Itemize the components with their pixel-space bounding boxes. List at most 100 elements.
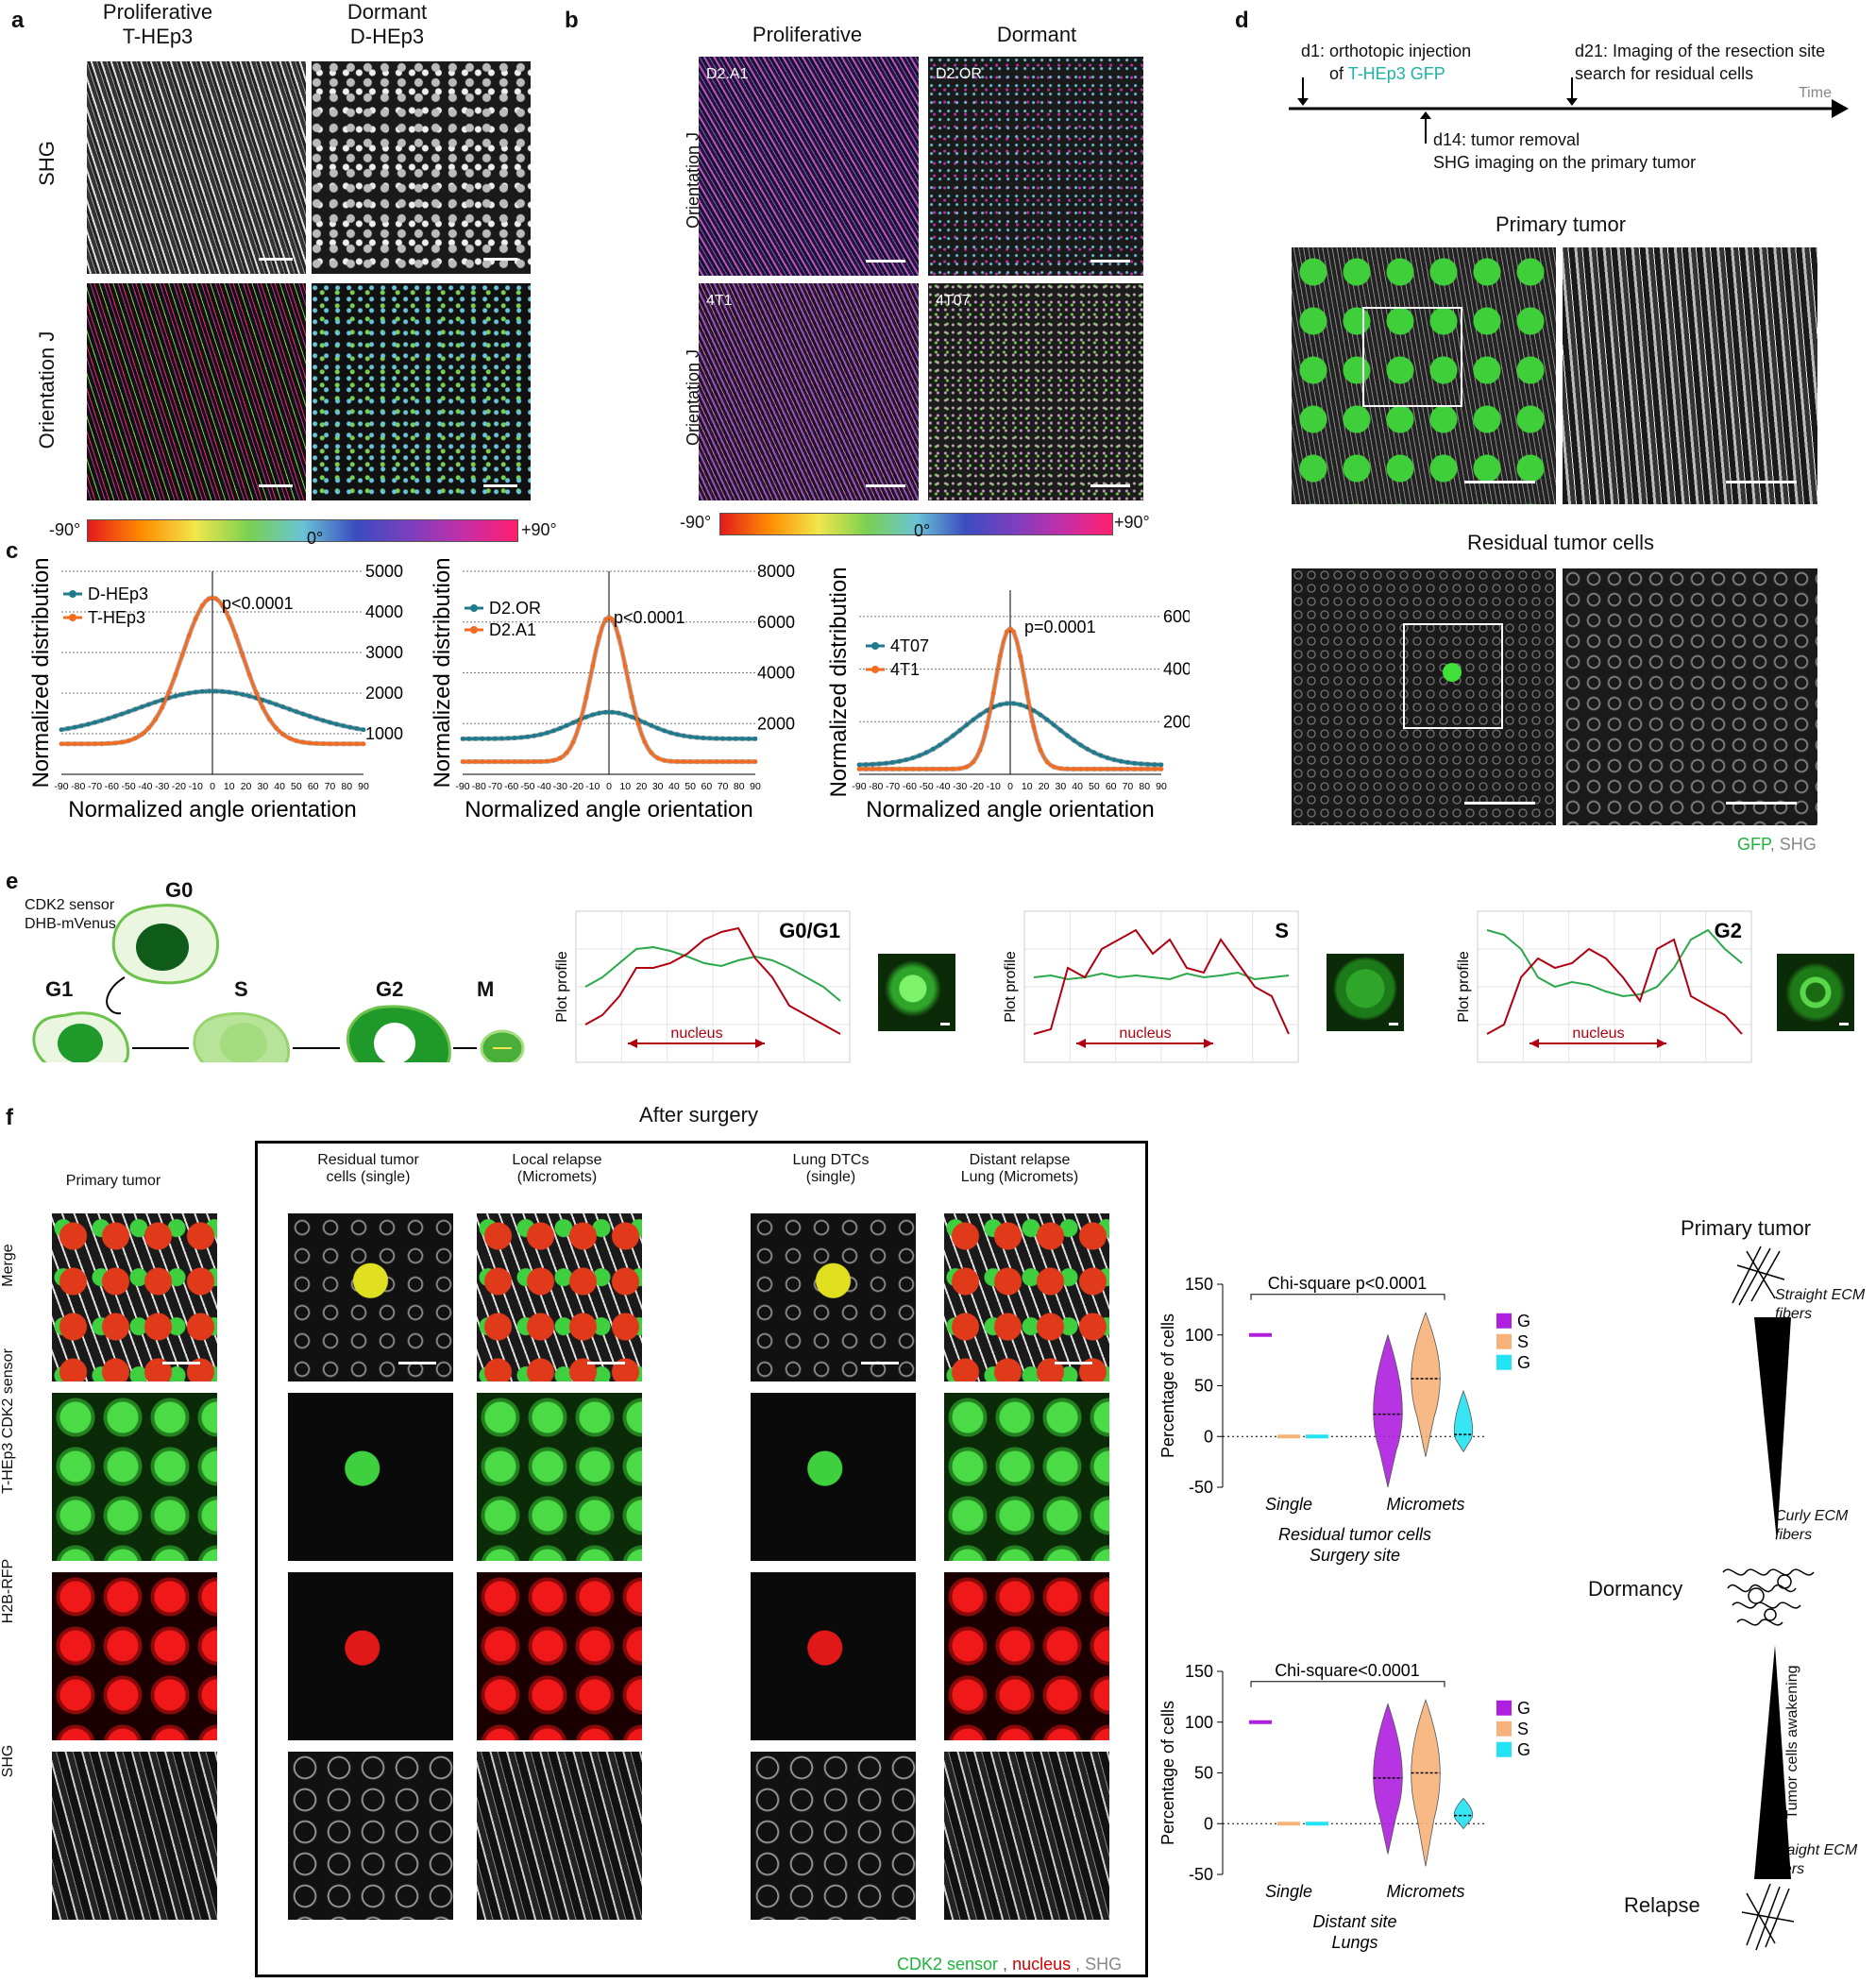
c2-data-point bbox=[687, 759, 693, 764]
c2-data-point bbox=[662, 728, 667, 734]
c2-xtick-label: -10 bbox=[585, 781, 600, 792]
e-nucleus-label: nucleus bbox=[1119, 1025, 1171, 1042]
c1-data-point bbox=[341, 723, 346, 729]
c1-xtick-label: -80 bbox=[71, 781, 85, 792]
c3-data-point bbox=[1031, 708, 1037, 713]
c3-data-point bbox=[937, 767, 942, 771]
c2-xtick-label: -90 bbox=[455, 781, 469, 792]
c3-data-point bbox=[944, 737, 949, 743]
c3-data-point bbox=[876, 761, 882, 767]
c1-data-point bbox=[287, 706, 293, 712]
c3-xtick-label: 90 bbox=[1156, 781, 1167, 792]
c2-ytick-label: 6000 bbox=[757, 613, 795, 632]
c2-data-point bbox=[570, 739, 576, 745]
c3-xlabel: Normalized angle orientation bbox=[866, 797, 1155, 822]
f-col-distant-relapse: Distant relapse Lung (Micromets) bbox=[960, 1152, 1079, 1185]
c2-data-point bbox=[564, 750, 569, 755]
c2-data-point bbox=[616, 635, 621, 639]
f-image-r0-c3 bbox=[751, 1213, 916, 1381]
c3-data-point bbox=[977, 712, 983, 718]
c2-data-point bbox=[739, 759, 745, 764]
c2-data-point bbox=[466, 736, 472, 741]
c1-data-point bbox=[246, 672, 252, 677]
c1-data-point bbox=[307, 714, 313, 719]
f1-category-label: Single bbox=[1265, 1495, 1312, 1514]
c1-data-point bbox=[86, 721, 91, 727]
c3-data-point bbox=[1038, 747, 1043, 753]
c2-data-point bbox=[493, 759, 498, 764]
f-image-r0-c2 bbox=[477, 1213, 642, 1381]
c1-data-point bbox=[274, 702, 279, 707]
c2-data-point bbox=[635, 721, 641, 726]
f-row-merge: Merge bbox=[0, 1244, 16, 1287]
c3-xtick-label: 70 bbox=[1123, 781, 1134, 792]
f-after-surgery-frame bbox=[255, 1141, 1148, 1977]
f2-micromets-violin bbox=[1453, 1797, 1474, 1830]
c3-data-point bbox=[1125, 759, 1130, 765]
a-col-proliferative: Proliferative T-HEp3 bbox=[102, 0, 213, 48]
c2-data-point bbox=[681, 733, 686, 738]
a-cbar-max: +90° bbox=[521, 520, 557, 539]
c3-data-point bbox=[997, 702, 1003, 707]
c2-data-point bbox=[655, 725, 661, 731]
c3-data-point bbox=[856, 767, 862, 771]
c2-data-point bbox=[649, 750, 654, 755]
c2-legend-label: D2.A1 bbox=[489, 620, 536, 639]
e-phase-m: M bbox=[477, 977, 495, 1001]
d-residual-title: Residual tumor cells bbox=[1466, 531, 1655, 554]
c3-xtick-label: -40 bbox=[936, 781, 950, 792]
c3-ytick-label: 2000 bbox=[1163, 712, 1190, 731]
f2-chart: -50 0 50 100 150 Chi-square<0.0001 Single Micro… bbox=[1158, 1661, 1530, 1952]
e-profile-0: nucleus G0/G1 Plot profile bbox=[554, 910, 851, 1063]
c1-data-point bbox=[294, 738, 299, 743]
c2-data-point bbox=[505, 759, 511, 764]
c2-xtick-label: 90 bbox=[750, 781, 761, 792]
c3-data-point bbox=[977, 747, 983, 753]
c3-data-point bbox=[917, 753, 922, 758]
f-col-local-relapse: Local relapse (Micromets) bbox=[512, 1152, 602, 1185]
e-profile-1: nucleus S Plot profile bbox=[1003, 910, 1299, 1063]
c1-data-point bbox=[126, 709, 131, 715]
f2-legend-label: G0-G1 bbox=[1517, 1699, 1530, 1718]
c1-data-point bbox=[173, 672, 178, 677]
c2-data-point bbox=[480, 759, 485, 764]
b-col-dormant: Dormant bbox=[996, 23, 1077, 46]
c1-data-point bbox=[65, 726, 71, 731]
c1-data-point bbox=[280, 732, 286, 737]
c3-data-point bbox=[1085, 767, 1090, 771]
c2-xtick-label: -50 bbox=[520, 781, 534, 792]
c1-xtick-label: 20 bbox=[241, 781, 252, 792]
c1-data-point bbox=[260, 704, 265, 710]
e-profile-title: S bbox=[1275, 919, 1289, 942]
c1-xtick-label: 0 bbox=[210, 781, 215, 792]
c1-data-point bbox=[227, 689, 232, 695]
c1-ylabel: Normalized distribution bbox=[28, 557, 54, 788]
d-legend-gfp: GFP bbox=[1737, 835, 1770, 854]
c1-data-point bbox=[260, 697, 265, 703]
c2-data-point bbox=[720, 759, 725, 764]
c1-xtick-label: -40 bbox=[138, 781, 152, 792]
c2-data-point bbox=[701, 759, 706, 764]
c3-xtick-label: 0 bbox=[1007, 781, 1013, 792]
c3-data-point bbox=[990, 690, 996, 696]
f-image-r2-c3 bbox=[751, 1572, 916, 1740]
d-legend-shg: SHG bbox=[1779, 835, 1817, 854]
e-profile-nucleus-line bbox=[1033, 928, 1290, 1035]
a-row-shg: SHG bbox=[35, 141, 59, 186]
c3-legend-marker bbox=[871, 666, 879, 673]
e-g0g1-cell-image bbox=[878, 954, 955, 1031]
f-image-r1-c3 bbox=[751, 1393, 916, 1561]
c2-data-point bbox=[694, 735, 700, 740]
f-image-r3-c3 bbox=[751, 1752, 916, 1920]
c1-data-point bbox=[213, 688, 218, 694]
f1-legend-label: S bbox=[1517, 1332, 1529, 1351]
c1-data-point bbox=[233, 690, 239, 696]
c1-data-point bbox=[119, 739, 125, 745]
c1-data-point bbox=[354, 726, 360, 731]
c3-data-point bbox=[1011, 629, 1016, 635]
panel-label-e: e bbox=[6, 869, 19, 894]
c1-legend-label: D-HEp3 bbox=[88, 585, 148, 603]
c3-data-point bbox=[997, 653, 1003, 659]
c1-data-point bbox=[106, 716, 111, 721]
c3-xtick-label: 60 bbox=[1106, 781, 1117, 792]
